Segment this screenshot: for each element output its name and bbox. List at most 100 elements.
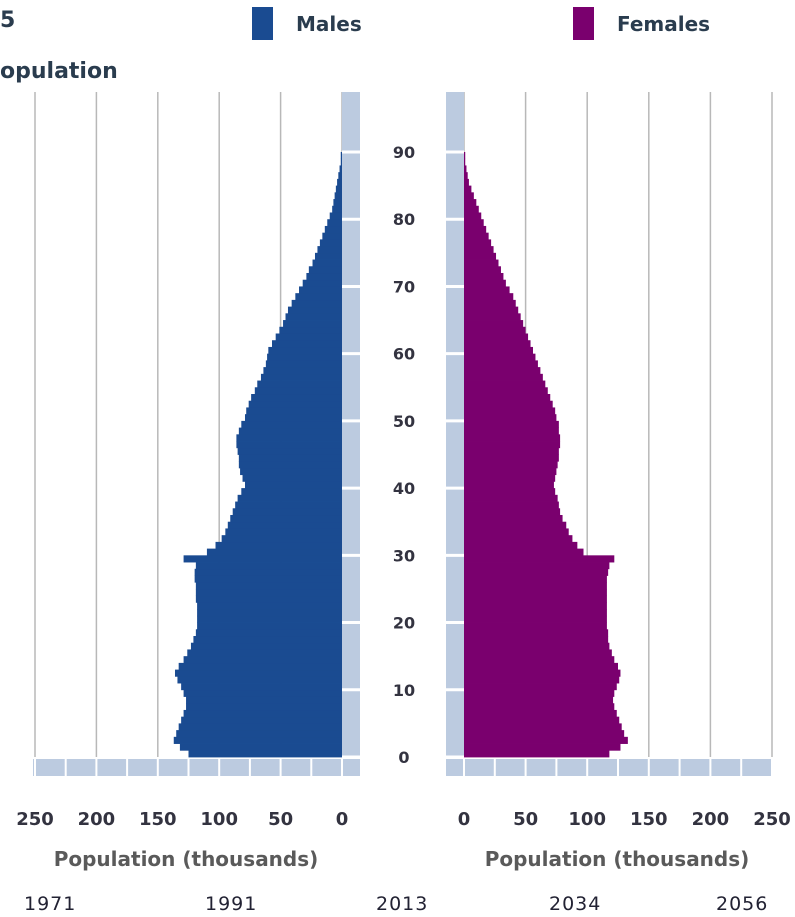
females-bar-age-19 [464,622,607,630]
males-bar-age-72 [308,266,342,274]
males-bar-age-27 [194,568,342,576]
males-bar-age-74 [314,252,342,260]
females-bar-age-38 [464,494,558,502]
males-bar-age-64 [283,320,342,328]
males-bar-age-56 [260,373,342,381]
males-bar-age-32 [221,535,342,543]
x-tick-labels: 250 200 150 100 50 0 0 50 100 150 200 250 [16,809,791,830]
females-bar-age-65 [464,313,521,321]
age-tick-label: 20 [393,614,415,633]
females-bar-age-4 [464,723,622,731]
males-bar-age-52 [248,400,342,408]
females-bar-age-28 [464,562,610,570]
females-bar-age-1 [464,743,621,751]
males-bar-age-57 [263,367,342,375]
males-bar-age-82 [333,199,342,207]
females-bar-age-30 [464,548,584,556]
females-bar-age-47 [464,434,561,442]
age-tick-label: 50 [393,412,415,431]
males-bar-age-65 [285,313,342,321]
males-bar-age-89 [340,152,342,160]
bottom-strip [33,759,773,776]
x-tick-right: 0 [458,809,471,830]
x-tick-left: 100 [200,809,238,830]
females-bar-age-58 [464,360,538,368]
age-tick-label: 60 [393,345,415,364]
males-bar-age-10 [181,683,342,691]
age-tick-label: 0 [398,748,409,767]
males-bar-age-59 [267,353,342,361]
males-bar-age-8 [186,696,342,704]
females-bar-age-16 [464,642,610,650]
males-bar-age-83 [334,192,342,200]
females-bar-age-62 [464,333,529,341]
females-bar-age-26 [464,575,607,583]
females-bar-age-17 [464,636,609,644]
females-bar-age-35 [464,515,563,523]
females-bar-age-20 [464,615,607,623]
males-bar-age-49 [241,420,342,429]
females-bar-age-15 [464,649,612,657]
x-axis-label-left: Population (thousands) [54,847,319,871]
males-bar-age-44 [238,454,342,462]
males-bar-age-47 [236,434,342,442]
females-bars [464,152,628,758]
males-bar-age-81 [332,205,342,213]
females-bar-age-2 [464,736,628,744]
males-bar-age-43 [238,461,342,469]
males-bar-age-61 [272,340,342,348]
females-bar-age-75 [464,246,494,254]
x-tick-left: 50 [268,809,293,830]
females-bar-age-81 [464,205,479,213]
males-bar-age-41 [242,474,342,482]
timeline-year-2034[interactable]: 2034 [549,893,602,915]
males-bar-age-25 [195,582,342,590]
timeline-year-2056[interactable]: 2056 [716,893,769,915]
bottom-strip-right [446,759,772,776]
males-bar-age-34 [227,521,342,529]
females-bar-age-10 [464,683,617,691]
x-tick-left: 0 [336,809,349,830]
males-bar-age-71 [306,273,342,281]
males-bar-age-73 [312,259,342,267]
females-bar-age-83 [464,192,474,200]
males-bar-age-37 [235,501,342,509]
females-bar-age-21 [464,609,607,617]
females-bar-age-32 [464,535,573,543]
males-legend-label: Males [296,12,362,36]
males-bar-age-9 [183,689,342,697]
females-bar-age-68 [464,293,514,301]
males-bar-age-33 [225,528,342,536]
timeline-year-1971[interactable]: 1971 [24,893,77,915]
males-bar-age-50 [244,414,342,422]
males-bar-age-85 [337,178,342,187]
females-bar-age-80 [464,212,482,220]
males-bar-age-62 [275,333,342,341]
females-bar-age-12 [464,669,621,677]
males-bars [173,152,342,758]
females-bar-age-9 [464,689,615,697]
males-bar-age-68 [295,293,342,301]
males-bar-age-19 [197,622,342,630]
x-tick-right: 100 [568,809,606,830]
males-bar-age-28 [195,562,342,570]
males-bar-age-36 [232,508,342,516]
right-age-column [446,92,464,757]
bottom-strip-left [33,759,360,776]
males-bar-age-79 [327,219,342,227]
timeline-year-1991[interactable]: 1991 [205,893,258,915]
timeline-year-2013[interactable]: 2013 [376,893,429,915]
females-bar-age-7 [464,703,615,711]
males-bar-age-78 [324,225,342,234]
females-bar-age-53 [464,394,551,402]
females-bar-age-51 [464,407,556,415]
females-bar-age-3 [464,730,625,738]
males-bar-age-55 [257,380,342,388]
females-bar-age-72 [464,266,501,274]
females-bar-age-87 [464,165,467,173]
males-bar-age-17 [193,636,342,644]
females-bar-age-61 [464,340,531,348]
males-bar-age-20 [197,615,342,623]
x-tick-right: 250 [753,809,791,830]
males-bar-age-5 [181,716,342,724]
